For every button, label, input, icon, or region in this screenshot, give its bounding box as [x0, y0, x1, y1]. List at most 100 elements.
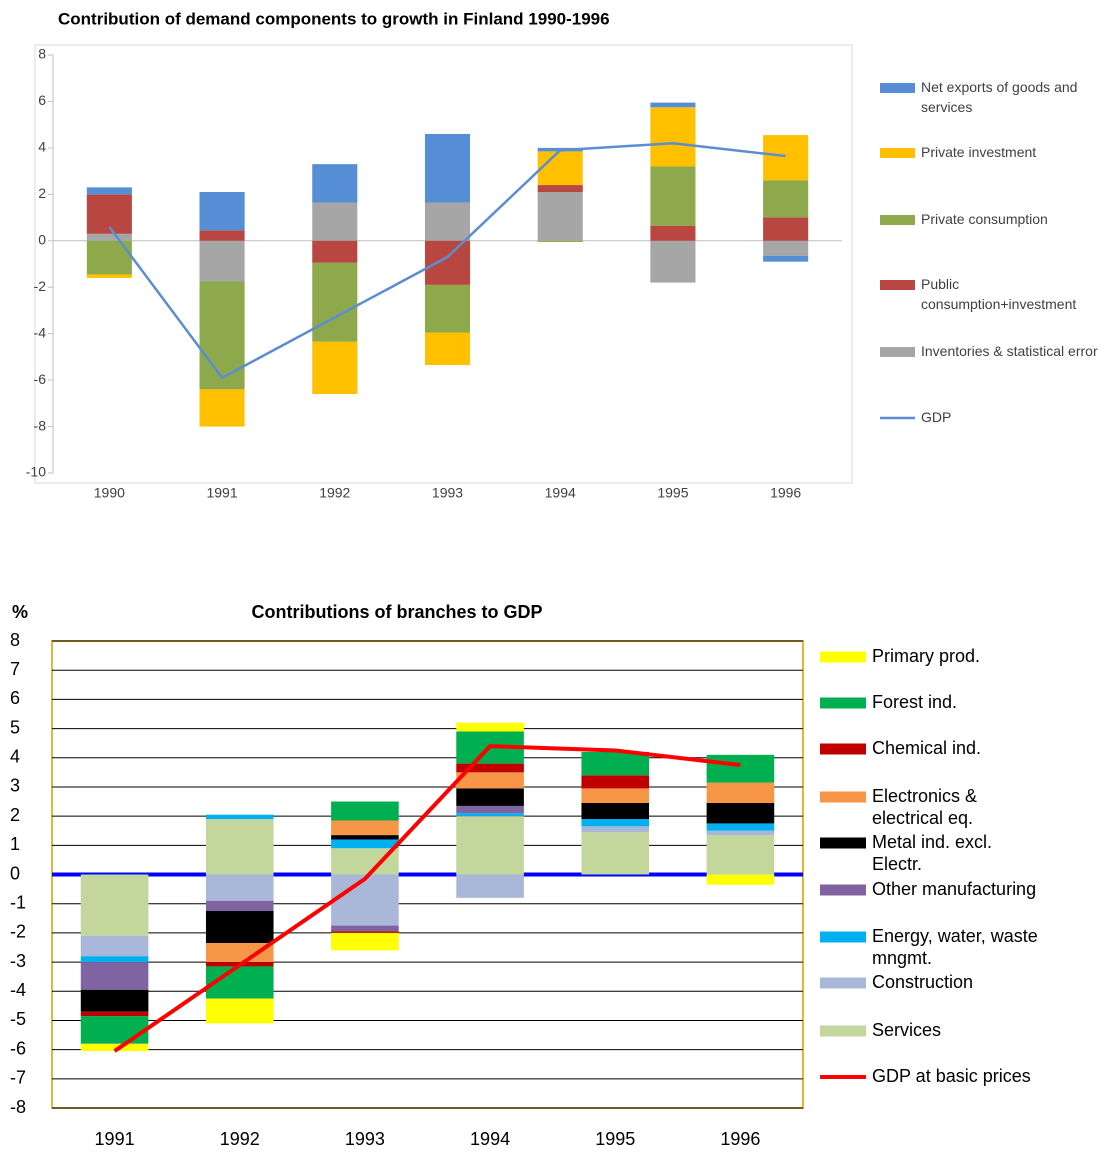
bar-segment	[537, 151, 583, 186]
x-tick-label: 1994	[470, 1129, 510, 1149]
bar-segment	[331, 931, 399, 933]
y-tick-label: -4	[10, 980, 26, 1000]
x-tick-label: 1994	[545, 485, 576, 501]
bar-segment	[537, 185, 583, 193]
bar-segment	[331, 835, 399, 840]
bar-segment	[456, 763, 524, 773]
chart-title: Contributions of branches to GDP	[252, 602, 543, 622]
bar-segment	[456, 813, 524, 817]
legend-swatch	[820, 837, 866, 849]
y-tick-label: -8	[10, 1097, 26, 1117]
legend-label: Services	[872, 1020, 941, 1040]
bar-segment	[80, 935, 149, 957]
legend-label: Inventories & statistical error	[921, 343, 1098, 359]
y-tick-label: 2	[10, 805, 20, 825]
legend-swatch	[880, 347, 915, 357]
bar-segment	[205, 814, 274, 820]
y-tick-label: 1	[10, 834, 20, 854]
y-tick-label: -6	[34, 371, 47, 387]
x-tick-label: 1996	[770, 485, 801, 501]
y-tick-label: 8	[38, 46, 46, 62]
bar-segment	[331, 932, 399, 951]
bar-segment	[331, 820, 399, 836]
legend-swatch	[820, 884, 866, 896]
bar-segment	[650, 166, 696, 226]
bar-segment	[86, 240, 132, 275]
y-tick-label: -10	[26, 464, 46, 480]
y-tick-label: -5	[10, 1009, 26, 1029]
bar-segment	[456, 722, 524, 732]
bar-segment	[650, 225, 696, 241]
bar-segment	[456, 772, 524, 789]
y-tick-label: 4	[38, 139, 46, 155]
bar-segment	[331, 874, 399, 926]
x-tick-label: 1992	[220, 1129, 260, 1149]
y-tick-label: 2	[38, 185, 46, 201]
legend-label: Energy, water, waste mngmt.	[872, 926, 1038, 968]
bar-segment	[706, 874, 775, 885]
bar-segment	[763, 217, 809, 241]
line-series	[113, 744, 741, 1053]
bar-segment	[763, 255, 809, 262]
bar-segment	[456, 816, 524, 875]
bar-segment	[537, 192, 583, 241]
bar-segment	[581, 751, 650, 776]
legend-label: Chemical ind.	[872, 738, 981, 758]
bar-segment	[763, 135, 809, 181]
y-tick-label: 0	[10, 863, 20, 883]
y-tick-label: -3	[10, 951, 26, 971]
bar-segment	[205, 874, 274, 901]
bar-segment	[199, 389, 245, 427]
line-series	[108, 141, 786, 380]
bar-segment	[424, 133, 471, 203]
bar-segment	[205, 998, 274, 1024]
bar-segment	[581, 826, 650, 833]
y-tick-label: -6	[10, 1038, 26, 1058]
chart-branches: % Contributions of branches to GDP -8 -7 -…	[10, 602, 1038, 1149]
bar-segment	[86, 274, 132, 278]
legend-swatch	[820, 1025, 866, 1037]
x-tick-label: 1991	[206, 485, 237, 501]
bar-segment	[581, 819, 650, 827]
y-tick-label: 4	[10, 747, 20, 767]
y-tick-label: 0	[38, 231, 46, 247]
bar-segment	[205, 819, 274, 875]
bar-segment	[312, 262, 358, 342]
bar-segment	[424, 284, 471, 333]
legend-swatch	[880, 148, 915, 158]
x-tick-label: 1990	[94, 485, 125, 501]
y-tick-label: -7	[10, 1068, 26, 1088]
legend-swatch	[880, 83, 915, 93]
legend-label: Net exports of goods and services	[921, 79, 1077, 115]
y-tick-label: 5	[10, 717, 20, 737]
y-tick-label: 6	[10, 688, 20, 708]
bar-segment	[331, 925, 399, 932]
x-tick-label: 1991	[95, 1129, 135, 1149]
bar-segment	[581, 775, 650, 789]
y-tick-label: -2	[34, 278, 47, 294]
bar-segment	[80, 1043, 149, 1052]
bar-segment	[80, 1016, 149, 1044]
legend-label: Primary prod.	[872, 646, 980, 666]
x-tick-label: 1995	[657, 485, 688, 501]
bar-segment	[80, 874, 149, 936]
legend-swatch	[820, 791, 866, 803]
chart-title: Contribution of demand components to gro…	[58, 9, 610, 28]
bar-segment	[312, 341, 358, 395]
bar-segment	[706, 835, 775, 875]
x-tick-label: 1993	[345, 1129, 385, 1149]
legend-label: Private investment	[921, 144, 1036, 160]
bar-segment	[650, 107, 696, 167]
bar-segment	[80, 962, 149, 990]
bar-segment	[312, 202, 358, 241]
bar-segment	[581, 788, 650, 803]
legend-label: GDP at basic prices	[872, 1066, 1031, 1086]
legend-label: Forest ind.	[872, 692, 957, 712]
bar-segment	[456, 805, 524, 814]
y-tick-label: 3	[10, 776, 20, 796]
legend-label: GDP	[921, 409, 951, 425]
bar-segment	[706, 830, 775, 836]
bar-segment	[86, 187, 132, 195]
bar-segment	[706, 754, 775, 783]
